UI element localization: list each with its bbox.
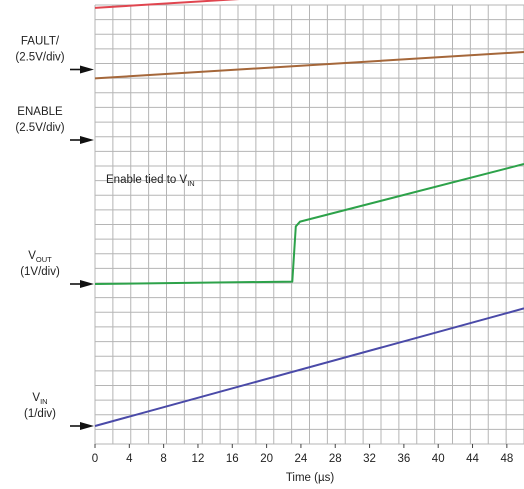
trace-vin [94,307,524,427]
x-tick-label: 20 [260,453,273,465]
x-tick-label: 40 [432,453,445,465]
x-tick-label: 24 [295,453,308,465]
x-tick-label: 12 [192,453,205,465]
label-vin: VIN [32,392,47,406]
x-tick-label: 36 [397,453,410,465]
x-tick-label: 16 [226,453,239,465]
traces [94,0,524,427]
grid [94,4,524,445]
label-vout: VOUT [28,250,52,264]
marker-arrow-enable [80,136,94,144]
x-tick-label: 28 [329,453,342,465]
trace-enable [94,51,524,80]
x-tick-label: 4 [126,453,133,465]
unit-enable: (2.5V/div) [15,122,64,134]
label-enable: ENABLE [17,106,63,118]
trace-fault [94,0,240,9]
unit-fault: (2.5V/div) [15,52,64,64]
x-tick-label: 44 [466,453,479,465]
x-tick-label: 32 [363,453,376,465]
x-tick-label: 8 [160,453,166,465]
marker-arrow-vout [80,280,94,288]
x-axis: 0 4 8 12 16 20 24 28 32 36 40 44 48 [92,444,513,465]
unit-vin: (1/div) [24,408,56,420]
unit-vout: (1V/div) [20,266,60,278]
label-fault: FAULT/ [21,36,60,48]
x-tick-label: 0 [92,453,98,465]
x-axis-label: Time (µs) [286,472,335,484]
x-tick-label: 48 [500,453,513,465]
annotation: Enable tied to VIN [106,174,195,188]
trace-vout [94,163,524,285]
channel-labels: FAULT/ (2.5V/div) ENABLE (2.5V/div) VOUT (1V/… [15,36,94,430]
marker-arrow-vin [80,422,94,430]
marker-arrow-fault [80,65,94,74]
